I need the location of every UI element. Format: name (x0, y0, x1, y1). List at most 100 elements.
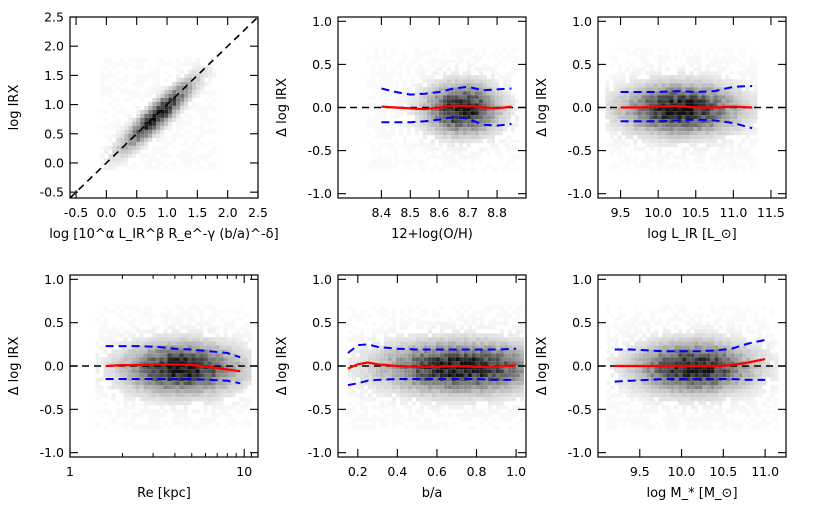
y-tick-label: 0.5 (44, 126, 64, 141)
x-tick-label: 1.0 (506, 464, 526, 479)
x-tick-label: 10.0 (644, 205, 672, 220)
y-tick-label: -0.5 (568, 143, 592, 158)
median-line (620, 104, 753, 109)
x-tick-label: 9.5 (630, 464, 650, 479)
reference-line (70, 17, 258, 198)
envelope-upper (105, 345, 241, 359)
envelope-lower (381, 115, 512, 127)
y-tick-label: 1.0 (44, 272, 64, 287)
x-axis-label: Re [kpc] (137, 486, 191, 501)
plot-frame (69, 16, 259, 199)
x-tick-label: 0.8 (467, 464, 487, 479)
y-axis-label: Δ log IRX (535, 337, 550, 396)
panel-delta-irx-vs-lir: 9.5 10.0 10.5 11.0 11.5 -1.0 -0.5 0.0 0.5 1.0 log … (535, 14, 787, 242)
y-tick-label: 0.5 (312, 315, 332, 330)
y-tick-label: -1.0 (568, 445, 592, 460)
x-tick-label: 1 (66, 464, 74, 479)
x-tick-label: 10 (236, 464, 252, 479)
density-map (95, 305, 252, 430)
x-tick-label: 0.5 (127, 205, 147, 220)
panel-delta-irx-vs-axis-ratio: 0.2 0.4 0.6 0.8 1.0 -1.0 -0.5 0.0 0.5 1.0 b/a Δ log… (275, 272, 527, 501)
y-tick-label: -0.5 (308, 402, 332, 417)
x-axis-label: log M_* [M_⊙] (646, 486, 737, 501)
median-line (614, 358, 766, 368)
median-line (381, 104, 512, 111)
density-map (606, 305, 779, 430)
y-axis-label: log IRX (7, 85, 22, 131)
density-map (605, 47, 758, 172)
density-map (100, 57, 217, 170)
y-tick-label: -1.0 (308, 186, 332, 201)
x-tick-label: 0.4 (387, 464, 407, 479)
y-tick-label: 0.0 (312, 359, 332, 374)
envelope-lower (105, 378, 241, 385)
y-tick-label: 0.0 (572, 100, 592, 115)
x-tick-label: 10.5 (709, 464, 737, 479)
envelope-lower (347, 378, 517, 387)
y-tick-label: 1.5 (44, 68, 64, 83)
x-tick-label: 11.5 (757, 205, 785, 220)
y-tick-label: -0.5 (308, 143, 332, 158)
y-axis-label: Δ log IRX (275, 337, 290, 396)
median-line (105, 363, 241, 373)
y-tick-label: 0.0 (44, 359, 64, 374)
x-axis-label: 12+log(O/H) (391, 227, 473, 242)
y-axis-label: Δ log IRX (7, 337, 22, 396)
x-tick-label: 0.0 (96, 205, 116, 220)
envelope-upper (620, 85, 753, 94)
x-axis-label: b/a (422, 486, 443, 501)
panel-delta-irx-vs-re: 1 10 -1.0 -0.5 0.0 0.5 1.0 Re [kpc] Δ log IRX (7, 272, 259, 501)
y-tick-label: 1.0 (572, 14, 592, 29)
x-tick-label: 8.6 (429, 205, 449, 220)
y-tick-label: 0.0 (312, 100, 332, 115)
y-tick-label: 1.0 (312, 272, 332, 287)
envelope-lower (620, 118, 753, 130)
x-tick-label: 9.5 (611, 205, 631, 220)
panel-delta-irx-vs-stellar-mass: 9.5 10.0 10.5 11.0 -1.0 -0.5 0.0 0.5 1.0 log M_* … (535, 272, 787, 501)
y-tick-label: -1.0 (568, 186, 592, 201)
x-tick-label: 8.7 (458, 205, 478, 220)
x-tick-label: 10.0 (668, 464, 696, 479)
y-axis-label: Δ log IRX (535, 78, 550, 137)
x-tick-label: 2.0 (218, 205, 238, 220)
y-tick-label: 0.5 (572, 57, 592, 72)
x-tick-label: 11.0 (751, 464, 779, 479)
y-tick-label: 0.0 (44, 155, 64, 170)
density-map (347, 305, 524, 430)
y-tick-label: 1.0 (44, 97, 64, 112)
y-tick-label: 2.5 (44, 10, 64, 25)
x-tick-label: 1.0 (157, 205, 177, 220)
x-tick-label: 8.8 (487, 205, 507, 220)
y-tick-label: -0.5 (40, 185, 64, 200)
panel-irx-vs-predicted: -0.5 0.0 0.5 1.0 1.5 2.0 2.5 -0.5 0.0 0.5 1.0 1.5 2.… (7, 10, 279, 243)
x-axis-label: log [10^α L_IR^β R_e^-γ (b/a)^-δ] (49, 227, 278, 242)
x-tick-label: 0.2 (348, 464, 368, 479)
y-tick-label: -0.5 (40, 402, 64, 417)
x-axis-label: log L_IR [L_⊙] (647, 227, 736, 242)
x-tick-label: 11.0 (719, 205, 747, 220)
x-tick-label: -0.5 (64, 205, 88, 220)
x-tick-label: 8.4 (371, 205, 391, 220)
y-tick-label: 1.0 (312, 14, 332, 29)
y-tick-label: -1.0 (308, 445, 332, 460)
x-tick-label: 10.5 (682, 205, 710, 220)
x-tick-label: 1.5 (187, 205, 207, 220)
y-tick-label: 0.5 (44, 315, 64, 330)
density-map (366, 47, 519, 172)
y-tick-label: 0.0 (572, 359, 592, 374)
median-line (347, 361, 517, 370)
envelope-upper (347, 343, 517, 354)
envelope-upper (381, 85, 512, 96)
y-tick-label: 2.0 (44, 39, 64, 54)
y-tick-label: 1.0 (572, 272, 592, 287)
y-tick-label: -0.5 (568, 402, 592, 417)
x-tick-label: 2.5 (248, 205, 268, 220)
y-axis-label: Δ log IRX (275, 78, 290, 137)
panel-delta-irx-vs-metallicity: 8.4 8.5 8.6 8.7 8.8 -1.0 -0.5 0.0 0.5 1.0 12+log(O… (275, 14, 527, 242)
x-tick-label: 8.5 (400, 205, 420, 220)
x-tick-label: 0.6 (427, 464, 447, 479)
y-tick-label: -1.0 (40, 445, 64, 460)
y-tick-label: 0.5 (572, 315, 592, 330)
y-tick-label: 0.5 (312, 57, 332, 72)
